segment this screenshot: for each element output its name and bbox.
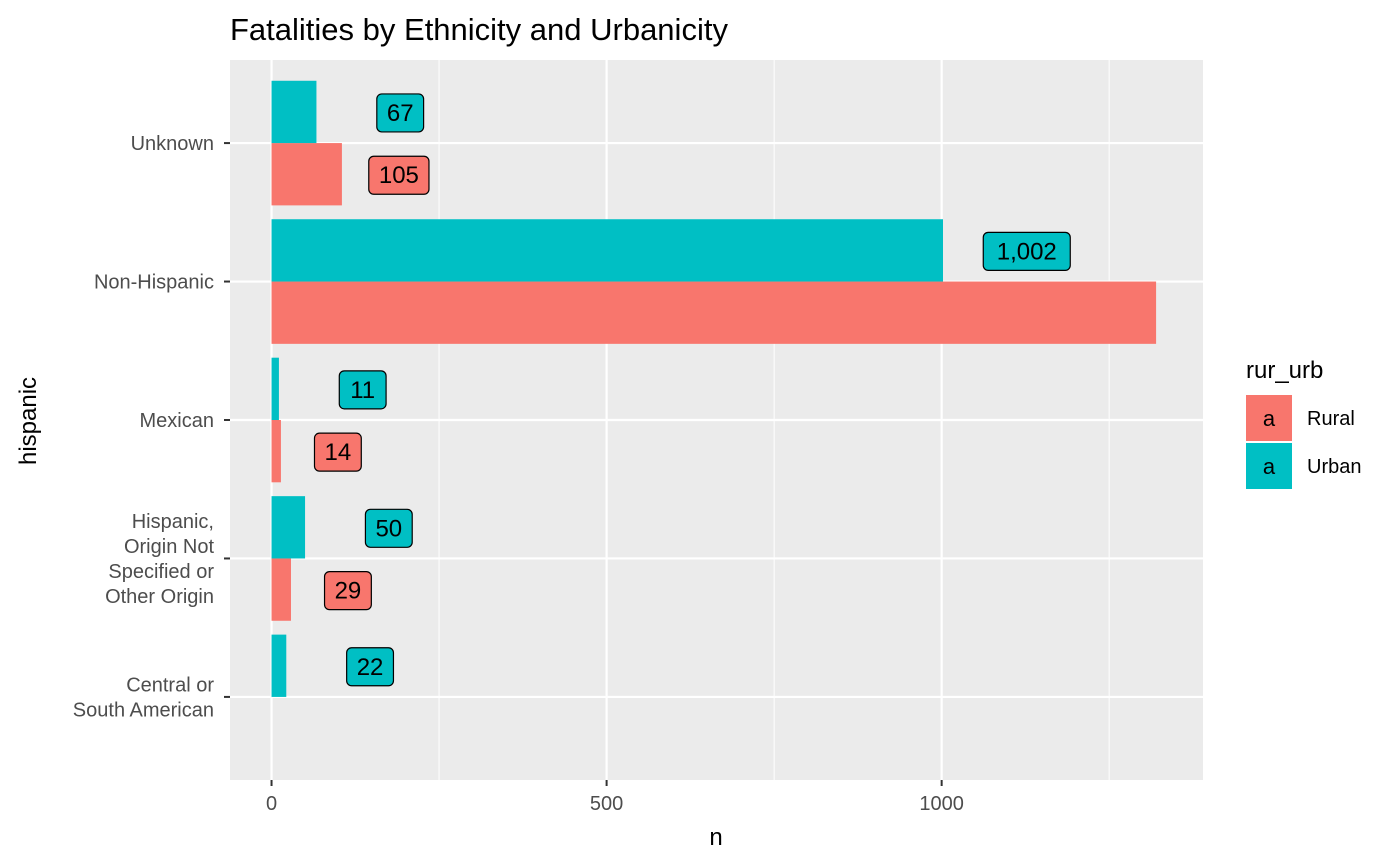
legend-label: Rural [1307, 408, 1355, 430]
data-label: 11 [338, 370, 387, 410]
data-label: 50 [364, 508, 413, 548]
y-tick-label: Origin Not [124, 536, 214, 558]
data-label: 22 [346, 647, 395, 687]
bar-rural [271, 143, 342, 206]
data-label-box [982, 231, 1071, 271]
bar-rural [271, 558, 291, 621]
y-tick-label: Hispanic, [132, 511, 214, 533]
y-tick-label: Unknown [131, 133, 214, 155]
bars [271, 80, 1157, 697]
data-label-box [338, 370, 387, 410]
bar-rural [271, 281, 1157, 344]
bar-urban [271, 80, 317, 144]
data-label-text: 67 [387, 100, 414, 127]
data-label-box [346, 647, 395, 687]
x-tick-label: 1000 [919, 793, 964, 815]
legend-key-glyph: a [1263, 406, 1276, 431]
legend-key [1246, 443, 1292, 489]
legend-key-glyph: a [1263, 454, 1276, 479]
data-label: 14 [313, 432, 362, 472]
y-tick-label: South American [73, 699, 214, 721]
legend-key [1246, 395, 1292, 441]
bar-urban [271, 357, 279, 420]
data-label-box [323, 571, 372, 611]
data-label-text: 22 [357, 654, 384, 681]
bar-urban [271, 634, 287, 697]
y-tick-label: Specified or [108, 561, 214, 583]
data-label-text: 11 [350, 377, 375, 404]
data-label-text: 29 [335, 578, 362, 605]
y-tick-label: Other Origin [105, 586, 214, 608]
data-label: 1,002 [982, 231, 1071, 271]
legend-label: Urban [1307, 456, 1361, 478]
data-label: 67 [376, 93, 425, 133]
bar-urban [271, 219, 943, 282]
legend-title: rur_urb [1246, 357, 1323, 384]
axes: 0 500 1000 Unknown Non-Hispanic Mexican Hispan… [73, 133, 964, 815]
data-label-box [364, 508, 413, 548]
y-tick-label: Non-Hispanic [94, 272, 214, 294]
data-label-box [313, 432, 362, 472]
x-tick-label: 500 [590, 793, 623, 815]
data-label: 29 [323, 571, 372, 611]
x-axis-title: n [709, 824, 722, 851]
data-label-text: 1,002 [997, 238, 1057, 265]
bar-rural [271, 420, 281, 483]
data-labels: 105 14 29 67 1,002 11 50 22 [313, 93, 1071, 687]
data-label-box [368, 155, 430, 195]
y-tick-label: Central or [126, 674, 214, 696]
y-tick-label: Mexican [140, 410, 214, 432]
data-label: 105 [368, 155, 430, 195]
legend-item-rural: a Rural [1246, 395, 1355, 441]
y-axis-title: hispanic [15, 377, 42, 465]
bar-urban [271, 496, 306, 559]
data-label-text: 105 [379, 162, 419, 189]
data-label-text: 50 [375, 515, 402, 542]
chart-title: Fatalities by Ethnicity and Urbanicity [230, 12, 728, 47]
data-label-text: 14 [325, 439, 352, 466]
legend: rur_urb a Rural a Urban [1246, 357, 1361, 489]
legend-item-urban: a Urban [1246, 443, 1361, 489]
x-tick-label: 0 [266, 793, 277, 815]
data-label-box [376, 93, 425, 133]
